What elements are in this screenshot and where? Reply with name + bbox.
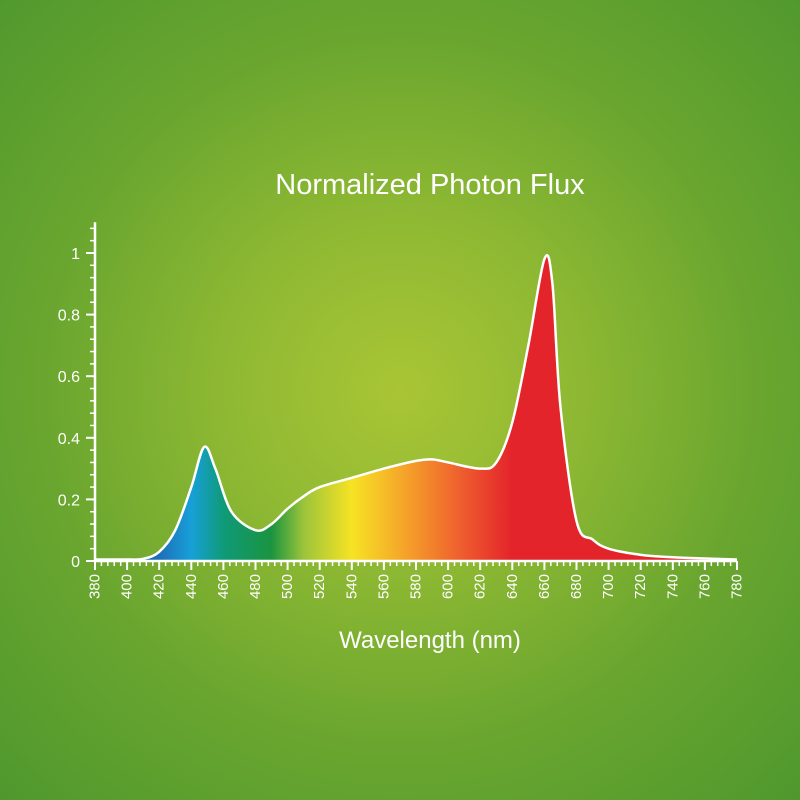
x-tick-label: 460 [215, 574, 232, 599]
x-tick-label: 480 [247, 574, 264, 599]
y-tick-label: 0.4 [58, 431, 80, 448]
x-tick-label: 620 [472, 574, 489, 599]
x-tick-label: 500 [279, 574, 296, 599]
x-axis-label: Wavelength (nm) [339, 627, 521, 654]
x-tick-label: 540 [343, 574, 360, 599]
y-tick-label: 0 [71, 554, 80, 571]
spectrum-area [95, 255, 737, 561]
x-tick-label: 700 [600, 574, 617, 599]
y-tick-label: 1 [71, 246, 80, 263]
x-tick-label: 640 [504, 574, 521, 599]
x-tick-label: 580 [408, 574, 425, 599]
x-tick-label: 600 [440, 574, 457, 599]
x-tick-label: 760 [696, 574, 713, 599]
chart-title: Normalized Photon Flux [275, 169, 585, 201]
x-tick-label: 380 [87, 574, 104, 599]
x-tick-label: 420 [151, 574, 168, 599]
x-tick-label: 440 [183, 574, 200, 599]
x-tick-label: 780 [729, 574, 746, 599]
spectrum-line [95, 253, 738, 561]
x-tick-label: 560 [375, 574, 392, 599]
y-tick-label: 0.8 [58, 308, 80, 325]
x-tick-label: 400 [119, 574, 136, 599]
x-tick-label: 680 [568, 574, 585, 599]
x-tick-label: 520 [311, 574, 328, 599]
y-tick-label: 0.6 [58, 369, 80, 386]
x-tick-label: 740 [664, 574, 681, 599]
x-tick-label: 660 [536, 574, 553, 599]
x-tick-label: 720 [632, 574, 649, 599]
y-tick-label: 0.2 [58, 492, 80, 509]
